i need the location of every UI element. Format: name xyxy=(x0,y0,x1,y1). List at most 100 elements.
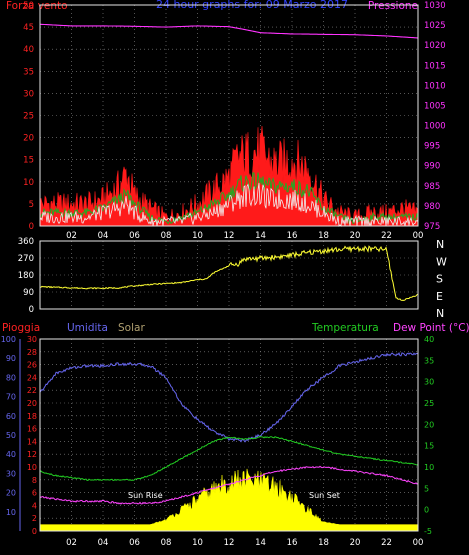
pressure-y-tick: 1000 xyxy=(424,122,446,132)
humidity-y-tick: 60 xyxy=(6,412,16,421)
wind-y-tick: 5 xyxy=(29,200,34,210)
rain-y-tick: 2 xyxy=(32,514,37,523)
humidity-y-tick: 80 xyxy=(6,373,16,382)
dew-point-line xyxy=(39,465,419,505)
rain-y-tick: 8 xyxy=(32,476,37,485)
wind-x-tick: 18 xyxy=(318,231,329,241)
weather-x-tick: 14 xyxy=(255,538,266,548)
temperature-y-tick: 5 xyxy=(424,484,429,493)
wind-x-tick: 06 xyxy=(129,231,140,241)
humidity-axis-label: Umidita xyxy=(67,322,108,334)
solar-axis-label: Solar xyxy=(118,322,145,334)
humidity-y-tick: 40 xyxy=(6,450,16,459)
weather-x-tick: 04 xyxy=(98,538,109,548)
humidity-y-tick: 20 xyxy=(6,489,16,498)
wind-x-tick: 08 xyxy=(161,231,172,241)
humidity-y-tick: 90 xyxy=(6,354,16,363)
rain-axis-label: Pioggia xyxy=(2,322,40,334)
compass-point-label: E xyxy=(436,290,443,303)
direction-y-tick: 270 xyxy=(18,254,34,264)
compass-point-label: S xyxy=(436,273,443,286)
wind-y-tick: 25 xyxy=(23,112,34,122)
wind-x-tick: 14 xyxy=(255,231,266,241)
rain-y-tick: 26 xyxy=(27,361,37,370)
weather-x-tick: 06 xyxy=(129,538,140,548)
wind-y-tick: 45 xyxy=(23,23,34,33)
weather-x-tick: 18 xyxy=(318,538,329,548)
compass-point-label: W xyxy=(436,255,447,268)
pressure-y-tick: 980 xyxy=(424,202,440,212)
temperature-y-tick: 10 xyxy=(424,463,434,472)
rain-y-tick: 6 xyxy=(32,489,37,498)
wind-pressure-series xyxy=(39,23,419,227)
wind-x-tick: 20 xyxy=(350,231,361,241)
wind-y-tick: 40 xyxy=(23,45,34,55)
wind-x-tick: 22 xyxy=(381,231,392,241)
direction-y-tick: 0 xyxy=(29,305,34,315)
direction-y-tick: 360 xyxy=(18,237,34,247)
rain-y-tick: 20 xyxy=(27,399,37,408)
pressure-y-tick: 1010 xyxy=(424,81,446,91)
rain-y-tick: 16 xyxy=(27,425,37,434)
direction-grid xyxy=(40,240,419,310)
pressure-y-tick: 985 xyxy=(424,182,440,192)
direction-line xyxy=(39,245,419,301)
wind-y-tick: 10 xyxy=(23,178,34,188)
compass-point-label: N xyxy=(436,307,444,320)
temperature-y-tick: 15 xyxy=(424,442,434,451)
temperature-y-tick: 30 xyxy=(424,378,434,387)
direction-y-tick: 90 xyxy=(23,288,34,298)
wind-y-tick: 50 xyxy=(23,1,34,11)
wind-y-tick: 0 xyxy=(29,222,34,232)
weather-x-tick: 02 xyxy=(66,538,77,548)
rain-y-tick: 18 xyxy=(27,412,37,421)
temperature-y-tick: 0 xyxy=(424,506,429,515)
solar-area xyxy=(39,468,419,532)
weather-x-tick: 08 xyxy=(161,538,172,548)
wind-gust-area xyxy=(39,125,419,227)
weather-x-tick: 00 xyxy=(413,538,424,548)
pressure-y-tick: 1015 xyxy=(424,61,446,71)
humidity-temp-frame xyxy=(39,338,419,532)
sun-rise-label: Sun Rise xyxy=(128,491,163,500)
wind-x-tick: 00 xyxy=(413,231,424,241)
temperature-y-tick: -5 xyxy=(424,527,432,536)
pressure-y-tick: 1005 xyxy=(424,101,446,111)
humidity-temp-axes: 1020304050607080901000246810121416182022… xyxy=(1,335,434,548)
rain-y-tick: 14 xyxy=(27,437,37,446)
direction-y-tick: 180 xyxy=(18,271,34,281)
wind-speed-line xyxy=(39,182,419,227)
wind-y-tick: 20 xyxy=(23,134,34,144)
wind-y-tick: 30 xyxy=(23,89,34,99)
rain-y-tick: 4 xyxy=(32,501,37,510)
wind-axis-label: Forza vento xyxy=(6,0,68,12)
wind-y-tick: 15 xyxy=(23,156,34,166)
pressure-y-tick: 1025 xyxy=(424,21,446,31)
rain-y-tick: 24 xyxy=(27,373,37,382)
wind-pressure-frame xyxy=(39,4,419,227)
temperature-line xyxy=(39,436,419,481)
dew-point-axis-label: Dew Point (°C) xyxy=(393,322,469,334)
pressure-y-tick: 990 xyxy=(424,162,440,172)
rain-y-tick: 10 xyxy=(27,463,37,472)
temperature-y-tick: 20 xyxy=(424,420,434,429)
pressure-axis-label: Pressione xyxy=(368,0,418,12)
wind-x-tick: 10 xyxy=(192,231,203,241)
wind-x-tick: 02 xyxy=(66,231,77,241)
sun-set-label: Sun Set xyxy=(309,491,340,500)
direction-frame xyxy=(39,240,419,310)
rain-y-tick: 22 xyxy=(27,386,37,395)
wind-pressure-axes: 0510152025303540455097598098599099510001… xyxy=(23,1,445,241)
direction-series xyxy=(39,245,419,301)
temperature-y-tick: 35 xyxy=(424,356,434,365)
temperature-y-tick: 40 xyxy=(424,335,434,344)
humidity-y-tick: 100 xyxy=(1,335,16,344)
compass-point-label: N xyxy=(436,238,444,251)
weather-x-tick: 12 xyxy=(224,538,235,548)
wind-x-tick: 04 xyxy=(98,231,109,241)
weather-x-tick: 22 xyxy=(381,538,392,548)
pressure-y-tick: 975 xyxy=(424,222,440,232)
